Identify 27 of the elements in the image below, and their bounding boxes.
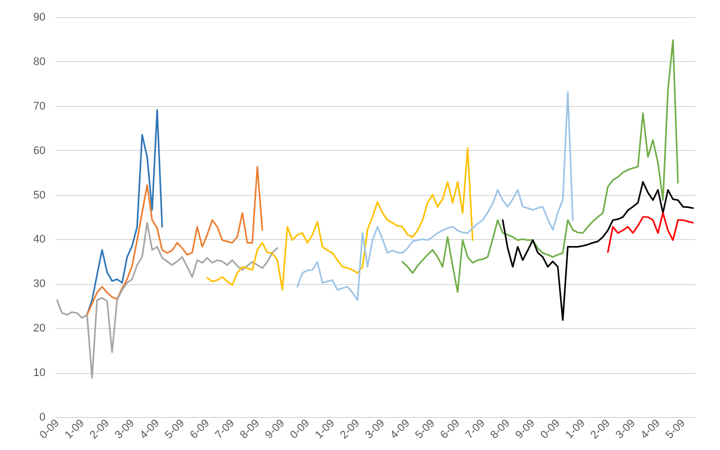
y-tick-label: 0 bbox=[39, 412, 46, 424]
x-tick-label: 0-09 bbox=[288, 417, 312, 442]
line-series bbox=[607, 212, 694, 253]
x-tick-label: 4-09 bbox=[638, 417, 663, 442]
x-tick-label: 0-09 bbox=[538, 417, 563, 442]
line-series bbox=[86, 166, 264, 316]
line-series bbox=[56, 222, 278, 379]
x-tick-label: 6-09 bbox=[188, 417, 212, 442]
line-series bbox=[86, 109, 163, 316]
line-series bbox=[296, 91, 574, 301]
x-tick-label: 4-09 bbox=[138, 417, 162, 442]
y-tick-label: 50 bbox=[33, 189, 46, 202]
y-tick-label: 80 bbox=[33, 56, 46, 68]
x-tick-label: 7-09 bbox=[212, 417, 238, 442]
line-series bbox=[402, 39, 679, 293]
line-series bbox=[206, 147, 474, 291]
y-tick-label: 30 bbox=[33, 278, 46, 290]
y-tick-label: 20 bbox=[33, 322, 46, 335]
line-series bbox=[502, 181, 694, 321]
x-tick-label: 6-09 bbox=[438, 417, 462, 442]
x-tick-label: 7-09 bbox=[463, 417, 488, 442]
y-tick-label: 60 bbox=[33, 144, 46, 157]
x-tick-label: 4-09 bbox=[388, 417, 412, 442]
y-tick-label: 40 bbox=[33, 234, 46, 246]
y-tick-label: 90 bbox=[33, 12, 46, 24]
y-tick-label: 70 bbox=[33, 100, 46, 112]
y-tick-label: 10 bbox=[33, 367, 46, 380]
